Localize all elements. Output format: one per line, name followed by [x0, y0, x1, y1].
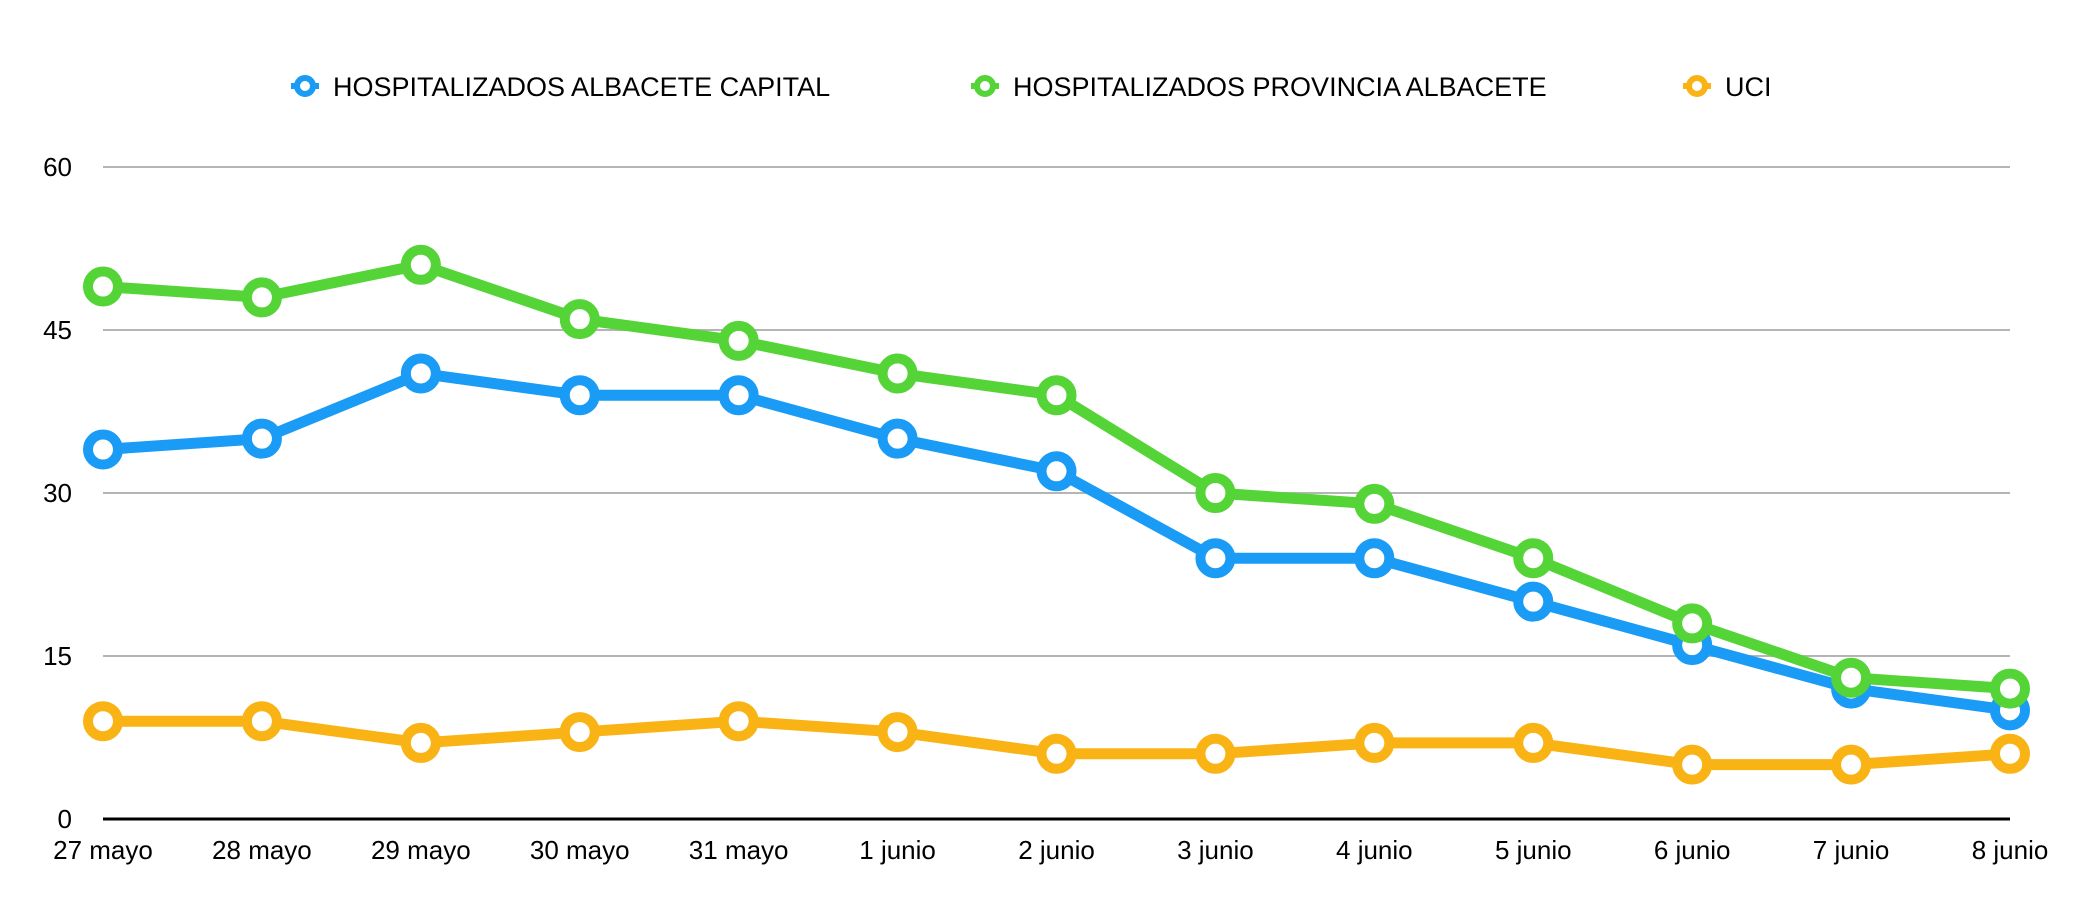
data-point: [559, 375, 600, 416]
data-point: [1990, 668, 2030, 709]
data-point: [1354, 538, 1395, 579]
x-tick-label: 5 junio: [1495, 835, 1572, 865]
x-tick-label: 4 junio: [1336, 835, 1413, 865]
series-1: [83, 353, 2030, 731]
data-point: [559, 712, 600, 753]
data-point: [400, 722, 441, 763]
data-point: [1672, 603, 1713, 644]
data-point: [877, 712, 918, 753]
data-point: [877, 418, 918, 459]
data-point: [1036, 375, 1077, 416]
data-point: [1513, 722, 1554, 763]
y-axis: 0 15 30 45 60: [43, 152, 72, 834]
data-point: [241, 701, 282, 742]
data-point: [718, 320, 759, 361]
data-point: [1831, 744, 1872, 785]
x-tick-label: 6 junio: [1654, 835, 1731, 865]
data-point: [1513, 581, 1554, 622]
y-tick-label: 45: [43, 315, 72, 345]
data-point: [1195, 538, 1236, 579]
data-point: [1354, 722, 1395, 763]
data-point: [83, 701, 123, 742]
data-point: [83, 429, 123, 470]
x-tick-label: 1 junio: [859, 835, 936, 865]
data-point: [241, 418, 282, 459]
y-tick-label: 0: [58, 804, 72, 834]
data-point: [1513, 538, 1554, 579]
x-tick-label: 31 mayo: [689, 835, 789, 865]
legend-marker: [1686, 75, 1708, 97]
x-axis: 27 mayo 28 mayo 29 mayo 30 mayo 31 mayo 1 jun…: [53, 817, 2049, 865]
data-point: [1990, 733, 2030, 774]
legend-label: HOSPITALIZADOS ALBACETE CAPITAL: [333, 72, 830, 102]
data-point: [1354, 483, 1395, 524]
data-point: [400, 353, 441, 394]
legend-item: UCI: [1683, 72, 1772, 102]
data-point: [1195, 473, 1236, 513]
series-2: [83, 244, 2030, 709]
legend-item: HOSPITALIZADOS PROVINCIA ALBACETE: [971, 72, 1547, 102]
legend-label: UCI: [1725, 72, 1772, 102]
series-line: [97, 367, 2016, 716]
data-point: [1195, 733, 1236, 774]
data-point: [400, 244, 441, 285]
x-tick-label: 3 junio: [1177, 835, 1254, 865]
series-3: [83, 701, 2030, 785]
legend-marker: [294, 75, 316, 97]
x-tick-label: 27 mayo: [53, 835, 153, 865]
x-tick-label: 7 junio: [1813, 835, 1890, 865]
y-tick-label: 30: [43, 478, 72, 508]
x-tick-label: 2 junio: [1018, 835, 1095, 865]
series-layer: [83, 244, 2030, 785]
data-point: [718, 701, 759, 742]
data-point: [1672, 744, 1713, 785]
legend-label: HOSPITALIZADOS PROVINCIA ALBACETE: [1013, 72, 1547, 102]
x-tick-label: 29 mayo: [371, 835, 471, 865]
x-tick-label: 8 junio: [1972, 835, 2049, 865]
y-tick-label: 60: [43, 152, 72, 182]
legend-item: HOSPITALIZADOS ALBACETE CAPITAL: [291, 72, 830, 102]
data-point: [83, 266, 123, 307]
x-tick-label: 30 mayo: [530, 835, 630, 865]
legend: HOSPITALIZADOS ALBACETE CAPITAL HOSPITALI…: [291, 72, 1772, 102]
data-point: [1036, 451, 1077, 492]
y-tick-label: 15: [43, 641, 72, 671]
data-point: [877, 353, 918, 394]
data-point: [718, 375, 759, 416]
data-point: [1831, 657, 1872, 698]
legend-marker: [974, 75, 996, 97]
x-tick-label: 28 mayo: [212, 835, 312, 865]
data-point: [241, 277, 282, 318]
data-point: [1036, 733, 1077, 774]
data-point: [559, 299, 600, 340]
